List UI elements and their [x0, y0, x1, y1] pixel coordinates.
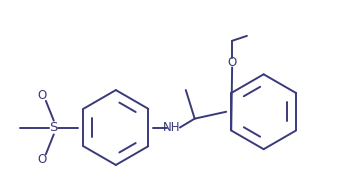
Text: O: O	[37, 89, 47, 102]
Text: O: O	[228, 56, 237, 69]
Text: NH: NH	[163, 121, 181, 134]
Text: S: S	[49, 121, 58, 134]
Text: O: O	[37, 153, 47, 165]
